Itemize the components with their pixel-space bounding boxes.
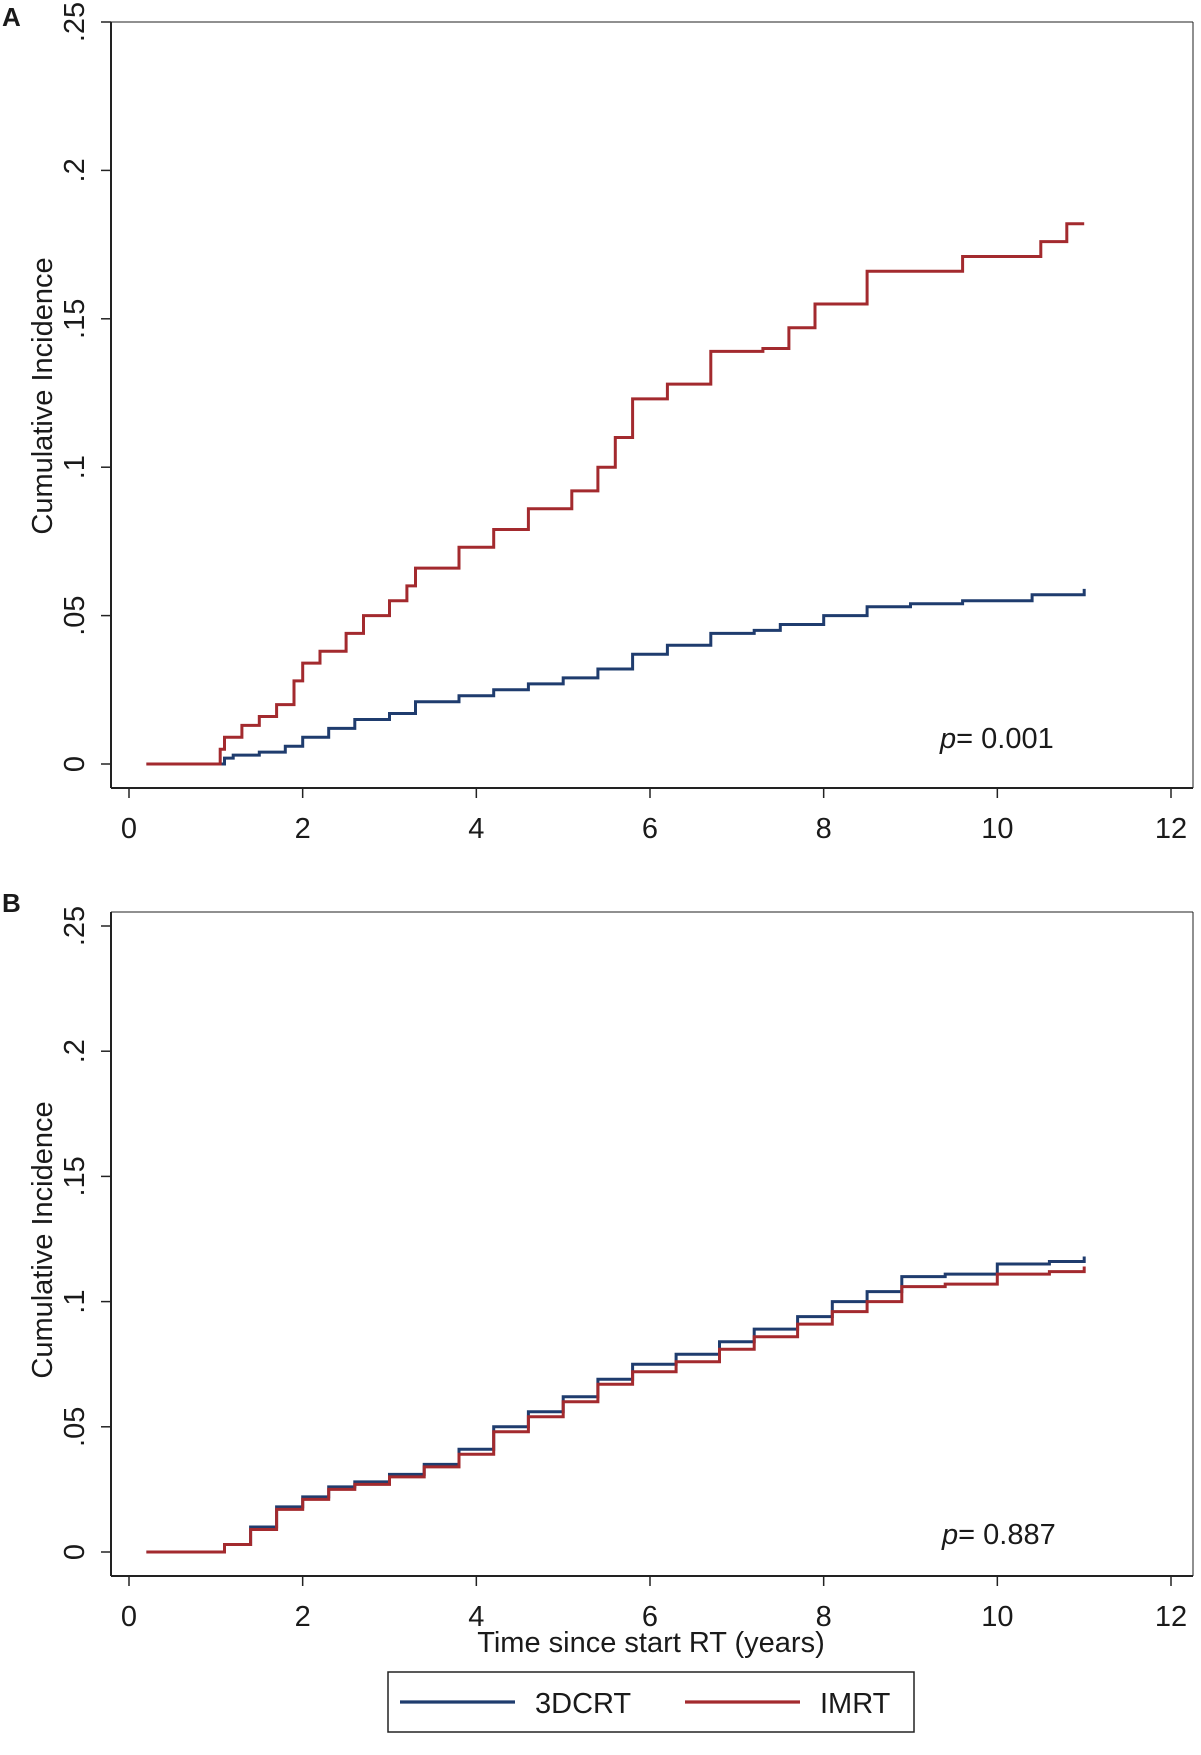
panel-a-xtick-label: 12: [1155, 813, 1187, 845]
panel-b-series-line-imrt: [146, 1266, 1086, 1554]
panel-b-p-value-prefix: p: [941, 1519, 958, 1551]
legend: 3DCRT IMRT: [387, 1671, 915, 1733]
panel-b-ytick-label: .15: [59, 1156, 91, 1196]
panel-b-ytick-label: .2: [59, 1039, 91, 1063]
panel-b-ytick-label: 0: [59, 1544, 91, 1560]
panel-a-p-value-prefix: p: [939, 723, 956, 755]
panel-a-ytick-label: .25: [59, 2, 91, 42]
panel-a-ytick-label: .05: [59, 595, 91, 635]
panel-b-y-axis-title: Cumulative Incidence: [27, 1101, 59, 1378]
panel-a-y-axis-title: Cumulative Incidence: [27, 257, 59, 534]
panel-a-ytick-label: .1: [59, 455, 91, 479]
panel-a-xtick-label: 2: [295, 813, 311, 845]
panel-b-ytick-label: .05: [59, 1407, 91, 1447]
panel-b-p-value-text: = 0.887: [958, 1519, 1056, 1551]
panel-b-ytick-label: .1: [59, 1290, 91, 1314]
panel-b-x-ticks: 0 2 4 6 8 10 12: [121, 1576, 1187, 1633]
panel-a-xtick-label: 8: [816, 813, 832, 845]
panel-b-xtick-label: 12: [1155, 1601, 1187, 1633]
panel-a-series: [146, 222, 1086, 766]
panel-a-ytick-label: .2: [59, 158, 91, 182]
panel-b-xtick-label: 10: [981, 1601, 1013, 1633]
panel-a-y-ticks: 0 .05 .1 .15 .2 .25: [59, 2, 111, 772]
panel-b-series-line-3dcrt: [146, 1256, 1086, 1554]
panel-a-series-line-imrt: [146, 222, 1085, 766]
panel-a-plot-frame: [110, 21, 1194, 789]
panel-b-label: B: [2, 888, 21, 918]
panel-b-p-value: p= 0.887: [941, 1519, 1056, 1551]
panel-b-y-ticks: 0 .05 .1 .15 .2 .25: [59, 906, 111, 1560]
panel-a-xtick-label: 10: [981, 813, 1013, 845]
panel-a-label: A: [2, 2, 21, 32]
panel-a: A 0 .05 .1 .15 .2 .25 0 2 4 6 8 10 12 Cumulative In…: [2, 2, 1194, 845]
panel-b-series: [146, 1256, 1086, 1554]
panel-a-ytick-label: 0: [59, 756, 91, 772]
panel-b-xtick-label: 6: [642, 1601, 658, 1633]
panel-b-ytick-label: .25: [59, 906, 91, 946]
panel-b-plot-frame: [110, 911, 1194, 1577]
panel-b-xtick-label: 0: [121, 1601, 137, 1633]
legend-label-imrt: IMRT: [820, 1688, 891, 1720]
panel-a-ytick-label: .15: [59, 299, 91, 339]
panel-a-p-value-text: = 0.001: [956, 723, 1054, 755]
panel-b-xtick-label: 4: [468, 1601, 484, 1633]
legend-label-3dcrt: 3DCRT: [535, 1688, 631, 1720]
panel-a-xtick-label: 4: [468, 813, 484, 845]
panel-a-p-value: p= 0.001: [939, 723, 1054, 755]
panel-a-x-ticks: 0 2 4 6 8 10 12: [121, 788, 1187, 845]
panel-b-xtick-label: 8: [816, 1601, 832, 1633]
panel-b-x-axis-title: Time since start RT (years): [477, 1627, 825, 1659]
panel-a-series-line-3dcrt: [146, 588, 1086, 766]
panel-a-xtick-label: 0: [121, 813, 137, 845]
panel-a-xtick-label: 6: [642, 813, 658, 845]
panel-b-xtick-label: 2: [295, 1601, 311, 1633]
panel-b: B 0 .05 .1 .15 .2 .25 0 2 4 6 8 10 12 Cumulative In…: [2, 888, 1194, 1659]
